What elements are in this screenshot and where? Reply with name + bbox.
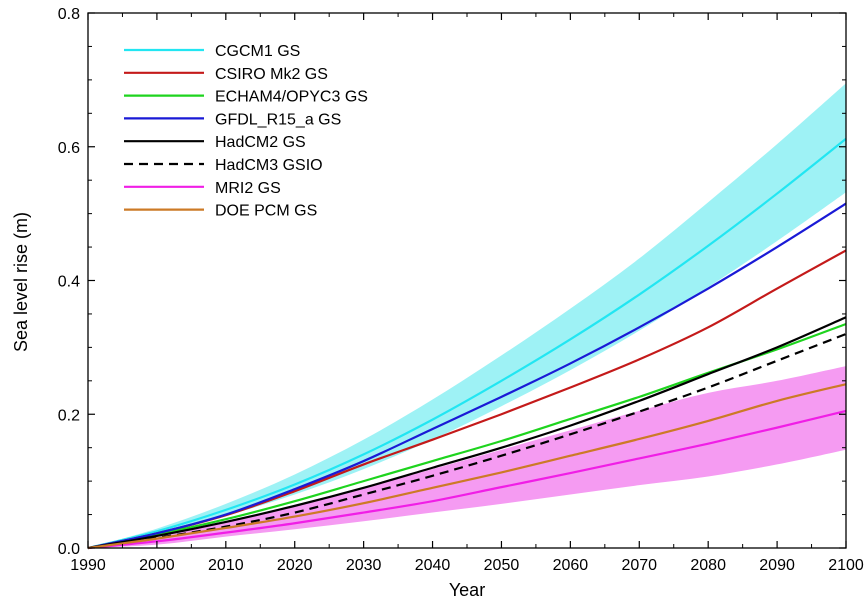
x-axis-label: Year [449,580,485,600]
uncertainty-bands [88,83,846,548]
x-tick-label: 2090 [759,557,795,574]
x-tick-labels: 1990 2000 2010 2020 2030 2040 2050 2060 2070 2080… [70,557,864,574]
series-lines [87,137,847,550]
legend-label: MRI2 GS [215,180,281,197]
x-tick-label: 2020 [277,557,313,574]
series-line-5 [87,332,847,550]
series-line-6 [87,409,847,550]
x-tick-label: 2010 [208,557,244,574]
legend: CGCM1 GS CSIRO Mk2 GS ECHAM4/OPYC3 GS GFDL_… [124,43,368,220]
x-tick-label: 2080 [690,557,726,574]
series-line-7 [87,383,847,550]
x-tick-label: 2100 [828,557,864,574]
uncertainty-band-1 [88,366,846,548]
x-tick-label: 2070 [621,557,657,574]
series-line-4 [87,316,847,550]
x-tick-label: 2040 [415,557,451,574]
legend-label: CGCM1 GS [215,43,300,60]
y-tick-label: 0.0 [58,541,80,558]
legend-label: DOE PCM GS [215,203,317,220]
legend-label: HadCM3 GSIO [215,157,323,174]
y-tick-label: 0.2 [58,407,80,424]
legend-label: CSIRO Mk2 GS [215,66,328,83]
legend-label: GFDL_R15_a GS [215,111,341,128]
series-line-3 [87,202,847,550]
legend-label: HadCM2 GS [215,134,306,151]
y-axis-label: Sea level rise (m) [11,212,31,352]
y-tick-labels: 0.0 0.2 0.4 0.6 0.8 [58,6,80,558]
x-tick-label: 2050 [484,557,520,574]
axis-ticks [87,12,847,549]
x-tick-label: 2000 [139,557,175,574]
legend-label: ECHAM4/OPYC3 GS [215,89,368,106]
x-tick-label: 1990 [70,557,106,574]
x-tick-label: 2030 [346,557,382,574]
y-tick-label: 0.4 [58,274,80,291]
x-tick-label: 2060 [553,557,589,574]
y-tick-label: 0.6 [58,140,80,157]
y-tick-label: 0.8 [58,6,80,23]
series-line-0 [87,137,847,550]
